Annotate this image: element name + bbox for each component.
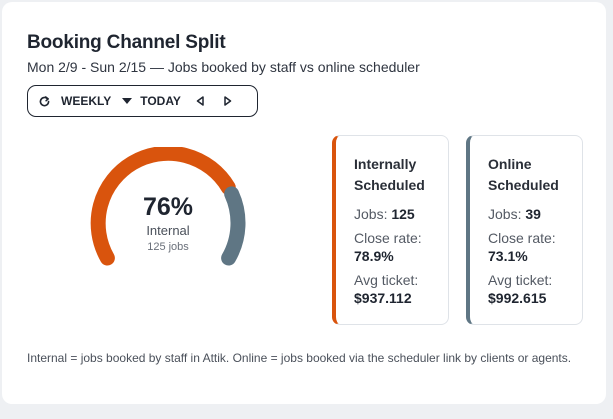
internal-title-line1: Internally: [354, 156, 417, 172]
online-close-rate-value: 73.1%: [488, 248, 528, 264]
period-select[interactable]: WEEKLY: [61, 94, 112, 108]
online-jobs-value: 39: [525, 206, 541, 222]
channel-gauge: 76% Internal 125 jobs: [82, 147, 254, 267]
next-week-button[interactable]: [221, 86, 235, 116]
gauge-jobs-count: 125 jobs: [147, 241, 189, 253]
internal-title: Internally Scheduled: [354, 154, 448, 196]
booking-channel-card: Booking Channel Split Mon 2/9 - Sun 2/15…: [2, 2, 606, 404]
gauge-percent: 76%: [142, 193, 194, 221]
internal-close-rate-value: 78.9%: [354, 248, 394, 264]
next-arrow-icon: [224, 96, 232, 106]
online-jobs-label: Jobs:: [488, 206, 522, 222]
gauge-online-arc: [221, 186, 246, 266]
online-stat-card: Online Scheduled Jobs: 39 Close rate: 73…: [466, 135, 583, 325]
caret-down-icon: [122, 98, 133, 104]
card-title: Booking Channel Split: [27, 32, 226, 53]
internal-jobs: Jobs: 125: [354, 205, 448, 223]
prev-arrow-icon: [196, 96, 204, 106]
refresh-button[interactable]: [28, 86, 60, 116]
card-subtitle: Mon 2/9 - Sun 2/15 — Jobs booked by staf…: [27, 59, 420, 75]
internal-avg-ticket-value: $937.112: [354, 290, 412, 306]
period-dropdown-button[interactable]: [120, 86, 134, 116]
gauge-svg: [90, 147, 246, 266]
today-button[interactable]: TODAY: [140, 94, 181, 108]
online-title-line2: Scheduled: [488, 177, 559, 193]
online-title: Online Scheduled: [488, 154, 582, 196]
prev-week-button[interactable]: [193, 86, 207, 116]
internal-title-line2: Scheduled: [354, 177, 425, 193]
gauge-label: Internal: [146, 223, 190, 238]
internal-jobs-label: Jobs:: [354, 206, 388, 222]
online-jobs: Jobs: 39: [488, 205, 582, 223]
date-toolbar: WEEKLY TODAY: [27, 85, 258, 117]
online-title-line1: Online: [488, 156, 532, 172]
internal-stat-card: Internally Scheduled Jobs: 125 Close rat…: [332, 135, 449, 325]
internal-close-rate-label: Close rate:: [354, 230, 422, 246]
internal-jobs-value: 125: [391, 206, 415, 222]
footnote: Internal = jobs booked by staff in Attik…: [27, 351, 572, 365]
gauge-internal-arc: [90, 147, 236, 266]
internal-avg-ticket-label: Avg ticket:: [354, 272, 419, 288]
online-avg-ticket-value: $992.615: [488, 290, 547, 306]
online-avg-ticket-label: Avg ticket:: [488, 272, 553, 288]
refresh-icon: [39, 95, 49, 106]
online-close-rate-label: Close rate:: [488, 230, 556, 246]
